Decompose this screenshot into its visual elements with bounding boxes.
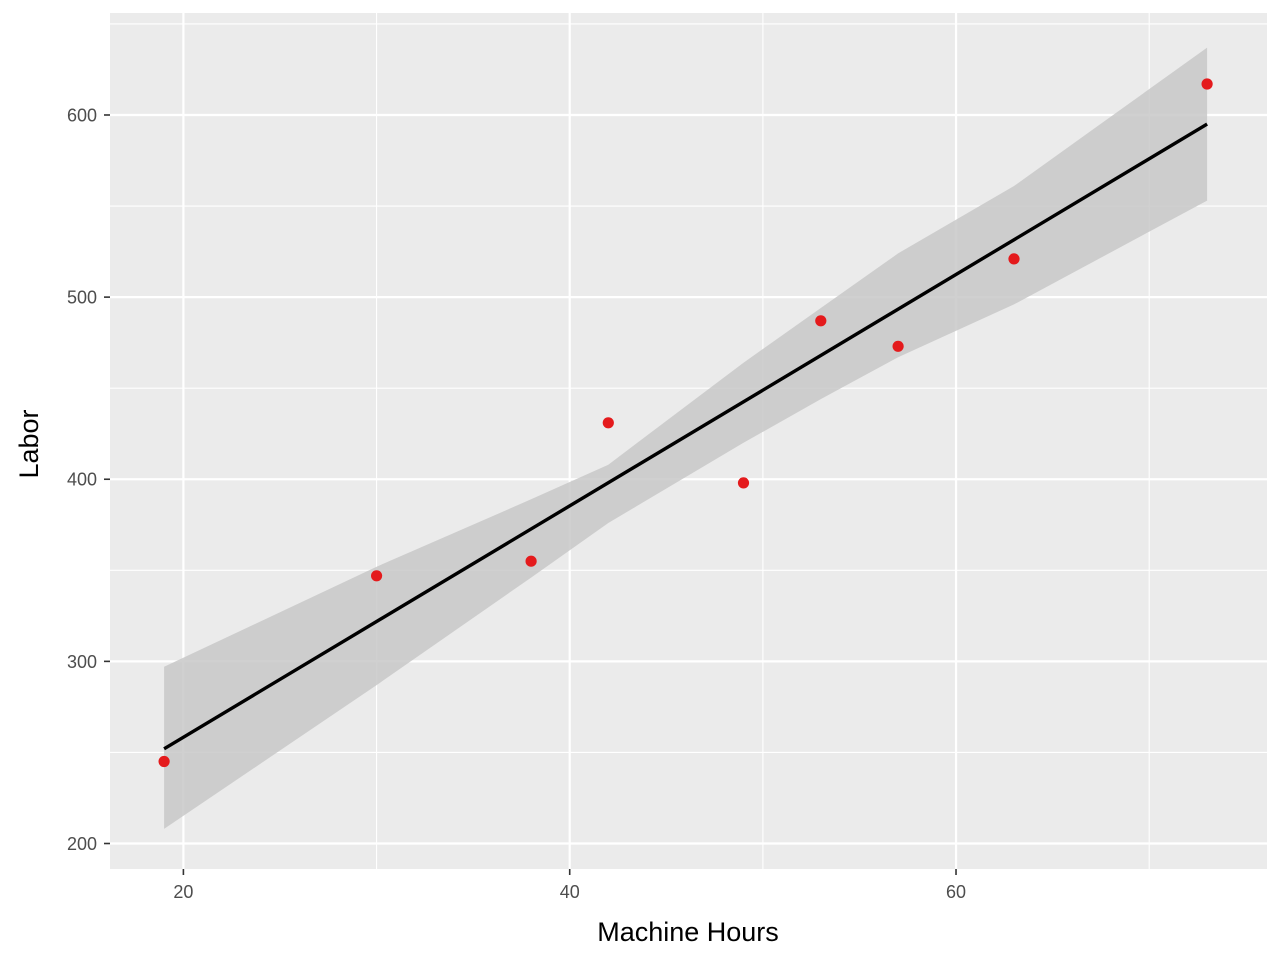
x-axis-ticks: 20 40 60	[173, 869, 966, 902]
y-tick-label: 500	[67, 288, 97, 308]
x-axis-title: Machine Hours	[597, 917, 779, 947]
x-tick-label: 20	[173, 882, 193, 902]
data-point	[1008, 253, 1020, 265]
data-point	[892, 340, 904, 352]
data-point	[602, 417, 614, 429]
data-point	[815, 315, 827, 327]
grid-major	[110, 13, 1267, 869]
y-tick-label: 300	[67, 652, 97, 672]
data-point	[158, 755, 170, 768]
data-point	[1201, 78, 1213, 90]
data-point	[371, 570, 383, 582]
x-tick-label: 60	[946, 882, 966, 902]
y-axis-ticks: 200 300 400 500 600	[67, 105, 110, 854]
y-tick-label: 400	[67, 470, 97, 490]
y-tick-label: 600	[67, 105, 97, 125]
data-point	[737, 477, 750, 489]
y-axis-title: Labor	[14, 409, 44, 478]
data-points	[158, 78, 1213, 768]
data-point	[525, 555, 537, 567]
x-tick-label: 40	[560, 882, 580, 902]
regression-line	[163, 122, 1208, 751]
y-tick-label: 200	[67, 834, 97, 854]
